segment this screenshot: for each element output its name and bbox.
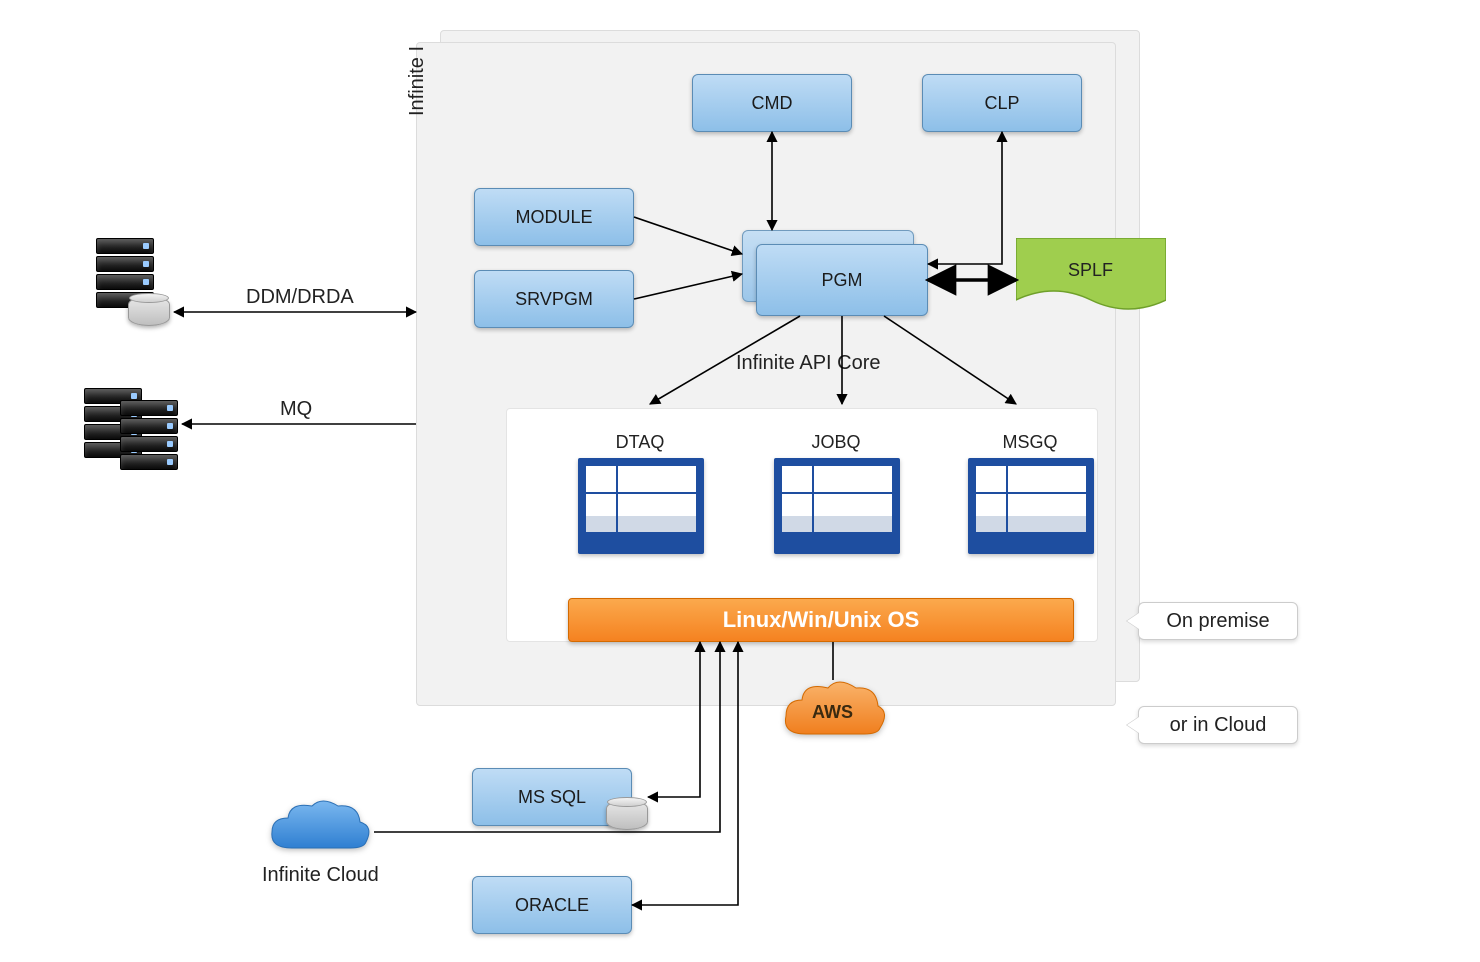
node-oracle-label: ORACLE — [515, 895, 589, 916]
node-pgm-label: PGM — [821, 270, 862, 291]
node-module-label: MODULE — [515, 207, 592, 228]
queue-msgq-icon — [968, 458, 1094, 554]
node-srvpgm-label: SRVPGM — [515, 289, 593, 310]
cloud-aws-label: AWS — [812, 702, 853, 723]
queue-msgq-label: MSGQ — [960, 432, 1100, 453]
cloud-aws-icon: AWS — [778, 680, 888, 757]
node-splf: SPLF — [1016, 238, 1166, 312]
node-oracle: ORACLE — [472, 876, 632, 934]
queue-jobq-icon — [774, 458, 900, 554]
queue-dtaq-label: DTAQ — [570, 432, 710, 453]
node-cmd: CMD — [692, 74, 852, 132]
mssql-disk-icon — [606, 800, 648, 830]
api-core-label: Infinite API Core — [736, 352, 881, 375]
node-cmd-label: CMD — [752, 93, 793, 114]
region-title: Infinite I — [406, 46, 429, 116]
os-bar: Linux/Win/Unix OS — [568, 598, 1074, 642]
callout-in-cloud-label: or in Cloud — [1170, 714, 1267, 737]
os-bar-label: Linux/Win/Unix OS — [723, 607, 920, 633]
queue-jobq-label: JOBQ — [766, 432, 906, 453]
callout-in-cloud: or in Cloud — [1138, 706, 1298, 744]
node-splf-label: SPLF — [1068, 260, 1113, 281]
diagram-stage: Infinite I CMD CLP MODULE SRVPGM PGM SPL… — [0, 0, 1480, 962]
node-mssql-label: MS SQL — [518, 787, 586, 808]
cloud-infinite-label: Infinite Cloud — [262, 864, 379, 887]
node-srvpgm: SRVPGM — [474, 270, 634, 328]
edge-ddm-label: DDM/DRDA — [246, 286, 354, 309]
cloud-infinite-icon — [264, 798, 374, 871]
edge-mq-label: MQ — [280, 398, 312, 421]
node-clp-label: CLP — [984, 93, 1019, 114]
callout-on-premise-label: On premise — [1166, 610, 1269, 633]
server-1-disk-icon — [128, 296, 170, 326]
server-2b-icon — [120, 400, 178, 472]
node-pgm: PGM — [756, 244, 928, 316]
node-clp: CLP — [922, 74, 1082, 132]
queue-dtaq-icon — [578, 458, 704, 554]
callout-on-premise: On premise — [1138, 602, 1298, 640]
node-module: MODULE — [474, 188, 634, 246]
